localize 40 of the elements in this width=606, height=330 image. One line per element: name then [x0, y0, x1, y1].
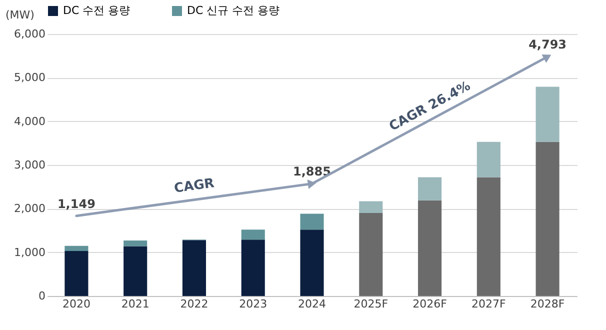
bar [124, 246, 148, 296]
y-tick-label: 6,000 [14, 28, 46, 40]
total-label: 4,793 [528, 38, 567, 52]
bar [300, 214, 324, 230]
bar [536, 142, 560, 296]
bar [124, 240, 148, 246]
y-tick-label: 4,000 [14, 114, 46, 128]
legend-label: DC 수전 용량 [63, 4, 130, 17]
y-tick-label: 5,000 [14, 71, 46, 84]
y-tick-label: 2,000 [14, 202, 46, 216]
bar [300, 230, 324, 296]
x-tick-label: 2024 [298, 298, 326, 310]
bar [64, 251, 88, 296]
y-tick-label: 1,000 [14, 246, 46, 259]
y-tick-label: 0 [38, 290, 46, 302]
bar [241, 230, 265, 240]
x-tick-label: 2027F [472, 298, 506, 310]
y-tick-label: 3,000 [14, 158, 46, 172]
x-tick-label: 2025F [354, 298, 388, 310]
x-tick-label: 2022 [180, 298, 208, 310]
annotation: CAGR [173, 176, 216, 196]
bar [359, 201, 383, 214]
x-tick-label: 2023 [239, 298, 268, 310]
x-tick-label: 2020 [62, 298, 90, 310]
x-tick-label: 2026F [412, 298, 447, 310]
bar [418, 200, 442, 296]
total-label: 1,149 [57, 196, 96, 211]
bar [418, 177, 442, 200]
bar [536, 86, 560, 142]
y-axis-title: (MW) [6, 8, 34, 22]
x-tick-label: 2021 [121, 298, 150, 310]
x-tick-label: 2028F [530, 298, 565, 310]
bar [64, 246, 88, 252]
legend-label: DC 신규 수전 용량 [187, 4, 280, 17]
total-label: 1,885 [293, 164, 331, 179]
bar [182, 240, 206, 296]
bar [241, 240, 265, 296]
bar [476, 177, 500, 296]
bar [359, 213, 383, 296]
bar [476, 142, 500, 178]
